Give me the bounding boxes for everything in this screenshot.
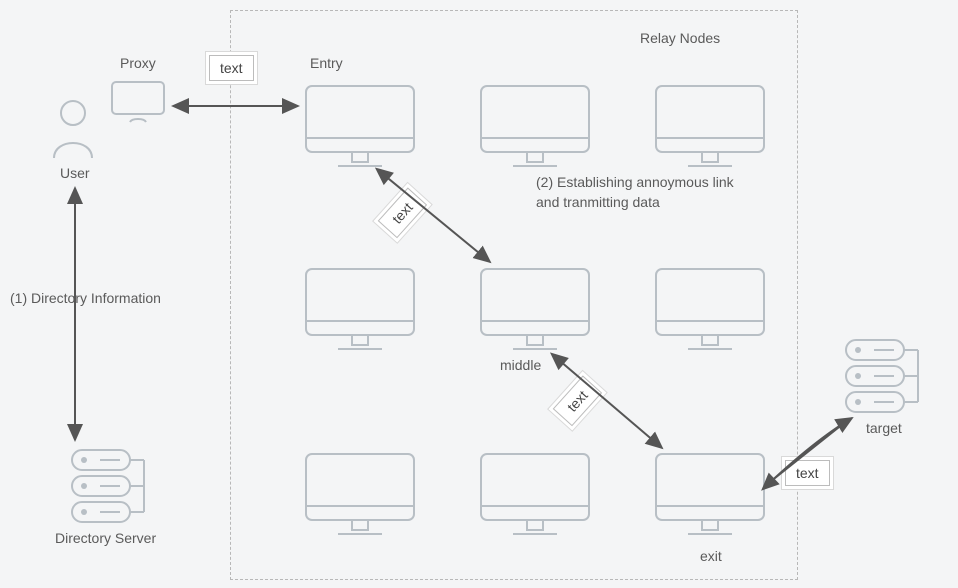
arrows-layer bbox=[0, 0, 958, 588]
arrow-middle-exit bbox=[553, 355, 662, 448]
arrow-exit-target bbox=[764, 418, 852, 488]
arrow-entry-middle bbox=[378, 170, 490, 262]
